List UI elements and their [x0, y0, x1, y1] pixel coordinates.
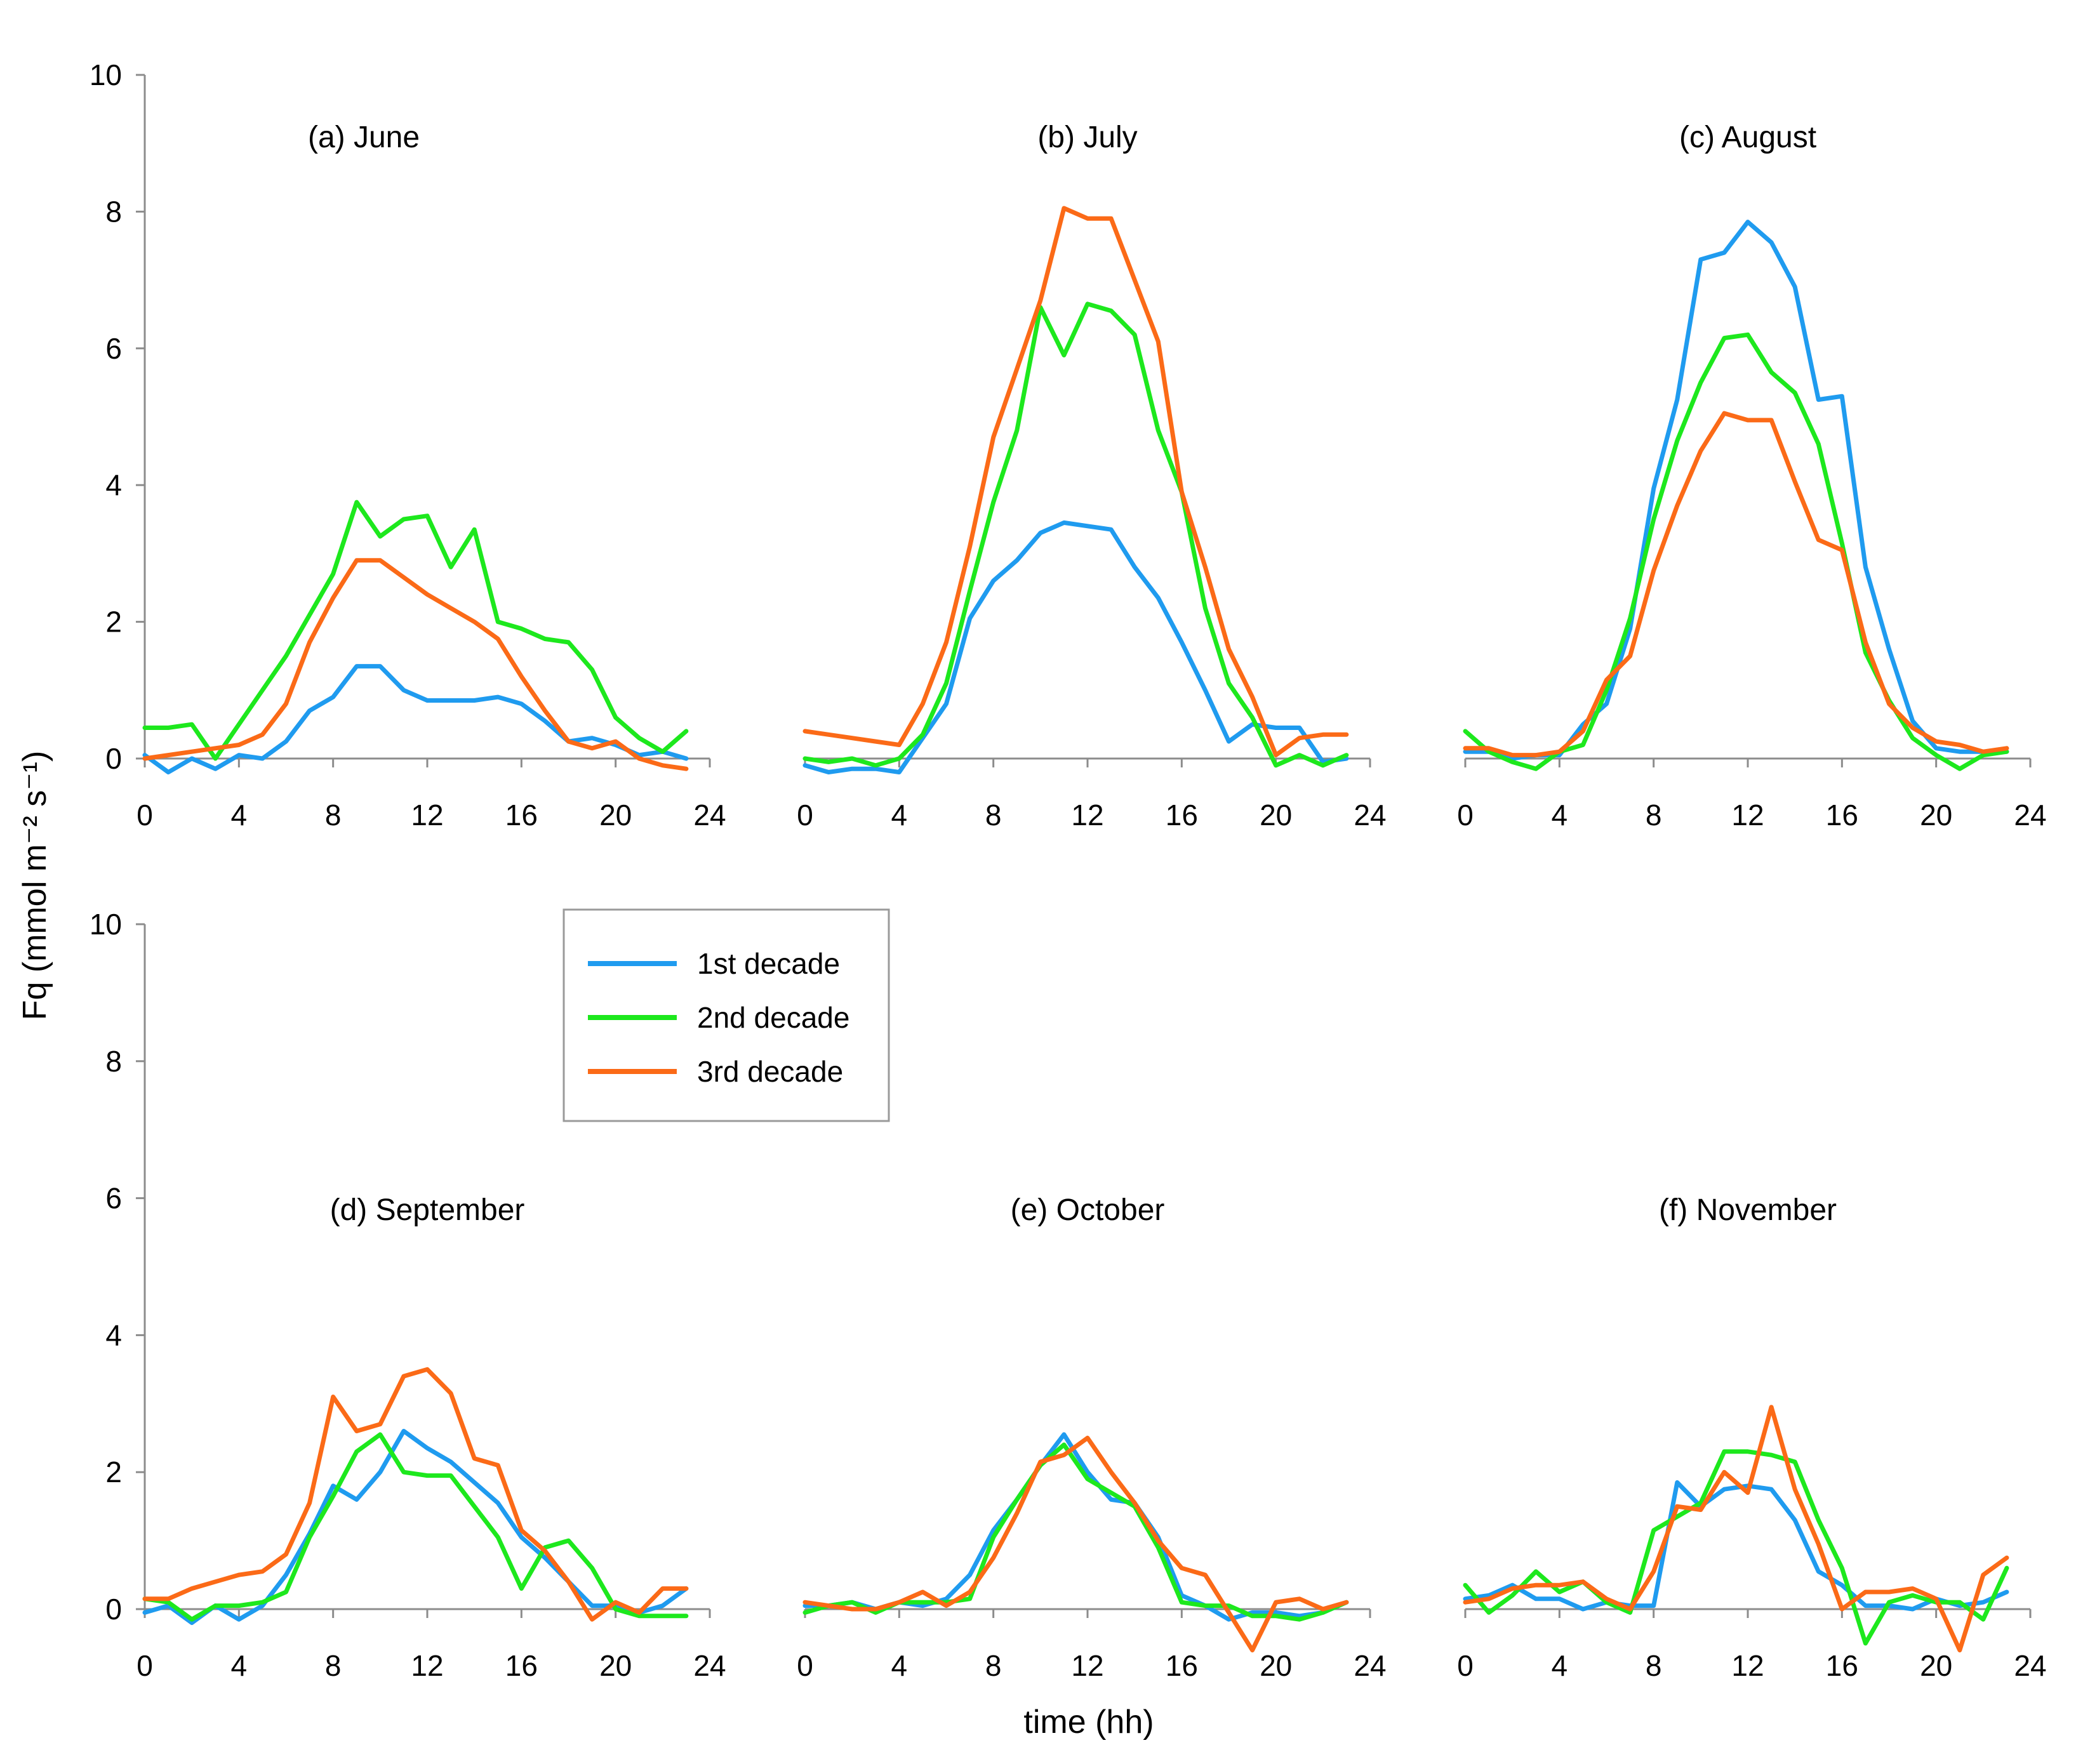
x-tick-label: 4 [1552, 799, 1568, 832]
series-line-1st-decade [1463, 220, 2009, 761]
series-line-3rd-decade [142, 558, 689, 771]
x-tick-label: 16 [1826, 799, 1858, 832]
x-tick-label: 20 [1260, 799, 1292, 832]
x-tick-label: 8 [1646, 799, 1662, 832]
y-tick-label: 4 [105, 468, 122, 501]
x-tick-label: 20 [1920, 1649, 1952, 1682]
series-line-2nd-decade [142, 500, 689, 761]
x-tick-label: 4 [231, 1649, 248, 1682]
panel-title: (d) September [330, 1193, 525, 1227]
x-tick-label: 4 [891, 799, 908, 832]
series-line-2nd-decade [1463, 332, 2009, 771]
x-tick-label: 12 [1071, 1649, 1103, 1682]
x-tick-label: 20 [599, 1649, 632, 1682]
x-tick-label: 24 [1354, 1649, 1386, 1682]
y-tick-label: 2 [105, 1456, 122, 1489]
y-tick-label: 10 [90, 908, 122, 941]
x-tick-label: 20 [1260, 1649, 1292, 1682]
x-tick-label: 12 [411, 799, 443, 832]
x-tick-label: 8 [1646, 1649, 1662, 1682]
panel-title: (f) November [1659, 1193, 1837, 1227]
x-tick-label: 24 [2014, 1649, 2046, 1682]
series-line-3rd-decade [1463, 1405, 2009, 1653]
series-line-2nd-decade [802, 302, 1349, 768]
y-tick-label: 8 [105, 1045, 122, 1078]
x-tick-label: 16 [505, 1649, 538, 1682]
y-tick-label: 0 [105, 742, 122, 775]
x-tick-label: 12 [1731, 799, 1764, 832]
x-tick-label: 20 [1920, 799, 1952, 832]
series-line-3rd-decade [802, 206, 1349, 758]
x-tick-label: 24 [693, 799, 726, 832]
x-tick-label: 4 [1552, 1649, 1568, 1682]
x-tick-label: 12 [411, 1649, 443, 1682]
x-tick-label: 8 [985, 1649, 1002, 1682]
x-tick-label: 0 [1457, 1649, 1474, 1682]
panel-title: (a) June [308, 121, 420, 154]
panel-title: (e) October [1011, 1193, 1165, 1227]
x-tick-label: 8 [985, 799, 1002, 832]
series-line-1st-decade [142, 664, 689, 774]
x-tick-label: 24 [693, 1649, 726, 1682]
series-line-3rd-decade [142, 1367, 689, 1622]
series-line-3rd-decade [1463, 411, 2009, 758]
y-axis-title: Fq (mmol m⁻² s⁻¹) [17, 751, 53, 1021]
series-line-2nd-decade [802, 1442, 1349, 1622]
y-tick-label: 4 [105, 1318, 122, 1351]
series-line-2nd-decade [142, 1432, 689, 1622]
x-tick-label: 12 [1731, 1649, 1764, 1682]
x-tick-label: 8 [325, 1649, 342, 1682]
x-tick-label: 8 [325, 799, 342, 832]
panel-6: 0 4 8 12 16 20 24 (f) November [1457, 1193, 2046, 1682]
x-tick-label: 12 [1071, 799, 1103, 832]
x-axis-title: time (hh) [1023, 1704, 1154, 1741]
x-tick-label: 16 [1166, 799, 1198, 832]
panel-title: (c) August [1679, 121, 1816, 154]
x-tick-label: 16 [505, 799, 538, 832]
legend-label: 2nd decade [697, 1001, 849, 1034]
series-line-1st-decade [142, 1429, 689, 1626]
legend-label: 3rd decade [697, 1055, 843, 1088]
series-line-2nd-decade [1463, 1449, 2009, 1646]
x-tick-label: 0 [136, 1649, 153, 1682]
legend-label: 1st decade [697, 947, 840, 980]
x-tick-label: 0 [797, 1649, 813, 1682]
panel-3: 0 4 8 12 16 20 24 (c) August [1457, 121, 2046, 832]
y-tick-label: 6 [105, 1182, 122, 1215]
y-tick-label: 8 [105, 195, 122, 228]
x-tick-label: 4 [231, 799, 248, 832]
x-tick-label: 4 [891, 1649, 908, 1682]
x-tick-label: 16 [1166, 1649, 1198, 1682]
panel-2: 0 4 8 12 16 20 24 (b) July [797, 121, 1386, 832]
x-tick-label: 24 [2014, 799, 2046, 832]
x-tick-label: 24 [1354, 799, 1386, 832]
x-tick-label: 16 [1826, 1649, 1858, 1682]
panel-5: 0 4 8 12 16 20 24 (e) October [797, 1193, 1386, 1682]
x-tick-label: 0 [797, 799, 813, 832]
x-tick-label: 20 [599, 799, 632, 832]
y-tick-label: 0 [105, 1593, 122, 1626]
series-line-3rd-decade [802, 1435, 1349, 1653]
y-tick-label: 10 [90, 58, 122, 91]
legend: 1st decade 2nd decade 3rd decade [562, 908, 890, 1122]
panel-title: (b) July [1037, 121, 1137, 154]
y-tick-label: 6 [105, 332, 122, 365]
series-line-1st-decade [1463, 1480, 2009, 1612]
x-tick-label: 0 [136, 799, 153, 832]
x-tick-label: 0 [1457, 799, 1474, 832]
y-tick-label: 2 [105, 606, 122, 639]
